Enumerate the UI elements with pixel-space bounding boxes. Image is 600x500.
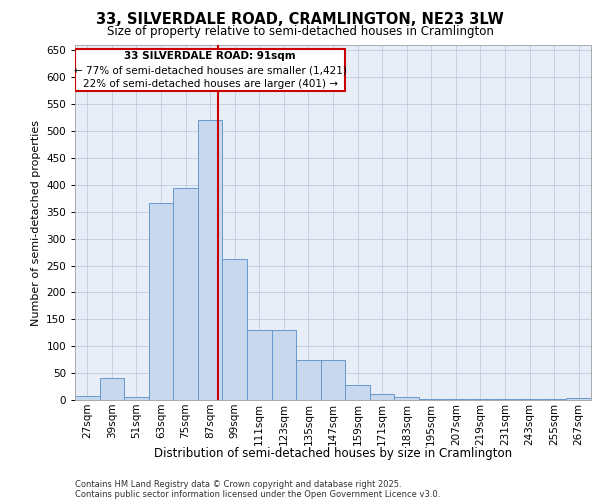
- Bar: [149, 202, 173, 400]
- Y-axis label: Number of semi-detached properties: Number of semi-detached properties: [31, 120, 41, 326]
- Text: 22% of semi-detached houses are larger (401) →: 22% of semi-detached houses are larger (…: [83, 79, 338, 89]
- Bar: [173, 188, 198, 400]
- Bar: [124, 398, 149, 400]
- Bar: [370, 394, 394, 400]
- Bar: [223, 258, 247, 400]
- Bar: [75, 396, 100, 400]
- Bar: [345, 386, 370, 400]
- Bar: [247, 330, 272, 400]
- Polygon shape: [75, 50, 345, 90]
- Text: ← 77% of semi-detached houses are smaller (1,421): ← 77% of semi-detached houses are smalle…: [74, 65, 347, 75]
- Text: Distribution of semi-detached houses by size in Cramlington: Distribution of semi-detached houses by …: [154, 448, 512, 460]
- Bar: [198, 120, 223, 400]
- Bar: [394, 398, 419, 400]
- Text: 33, SILVERDALE ROAD, CRAMLINGTON, NE23 3LW: 33, SILVERDALE ROAD, CRAMLINGTON, NE23 3…: [96, 12, 504, 28]
- Bar: [296, 360, 321, 400]
- Bar: [566, 398, 591, 400]
- Bar: [272, 330, 296, 400]
- Bar: [100, 378, 124, 400]
- Text: 33 SILVERDALE ROAD: 91sqm: 33 SILVERDALE ROAD: 91sqm: [124, 51, 296, 61]
- Bar: [321, 360, 345, 400]
- Text: Contains HM Land Registry data © Crown copyright and database right 2025.
Contai: Contains HM Land Registry data © Crown c…: [75, 480, 440, 500]
- Text: Size of property relative to semi-detached houses in Cramlington: Size of property relative to semi-detach…: [107, 25, 493, 38]
- Bar: [419, 399, 443, 400]
